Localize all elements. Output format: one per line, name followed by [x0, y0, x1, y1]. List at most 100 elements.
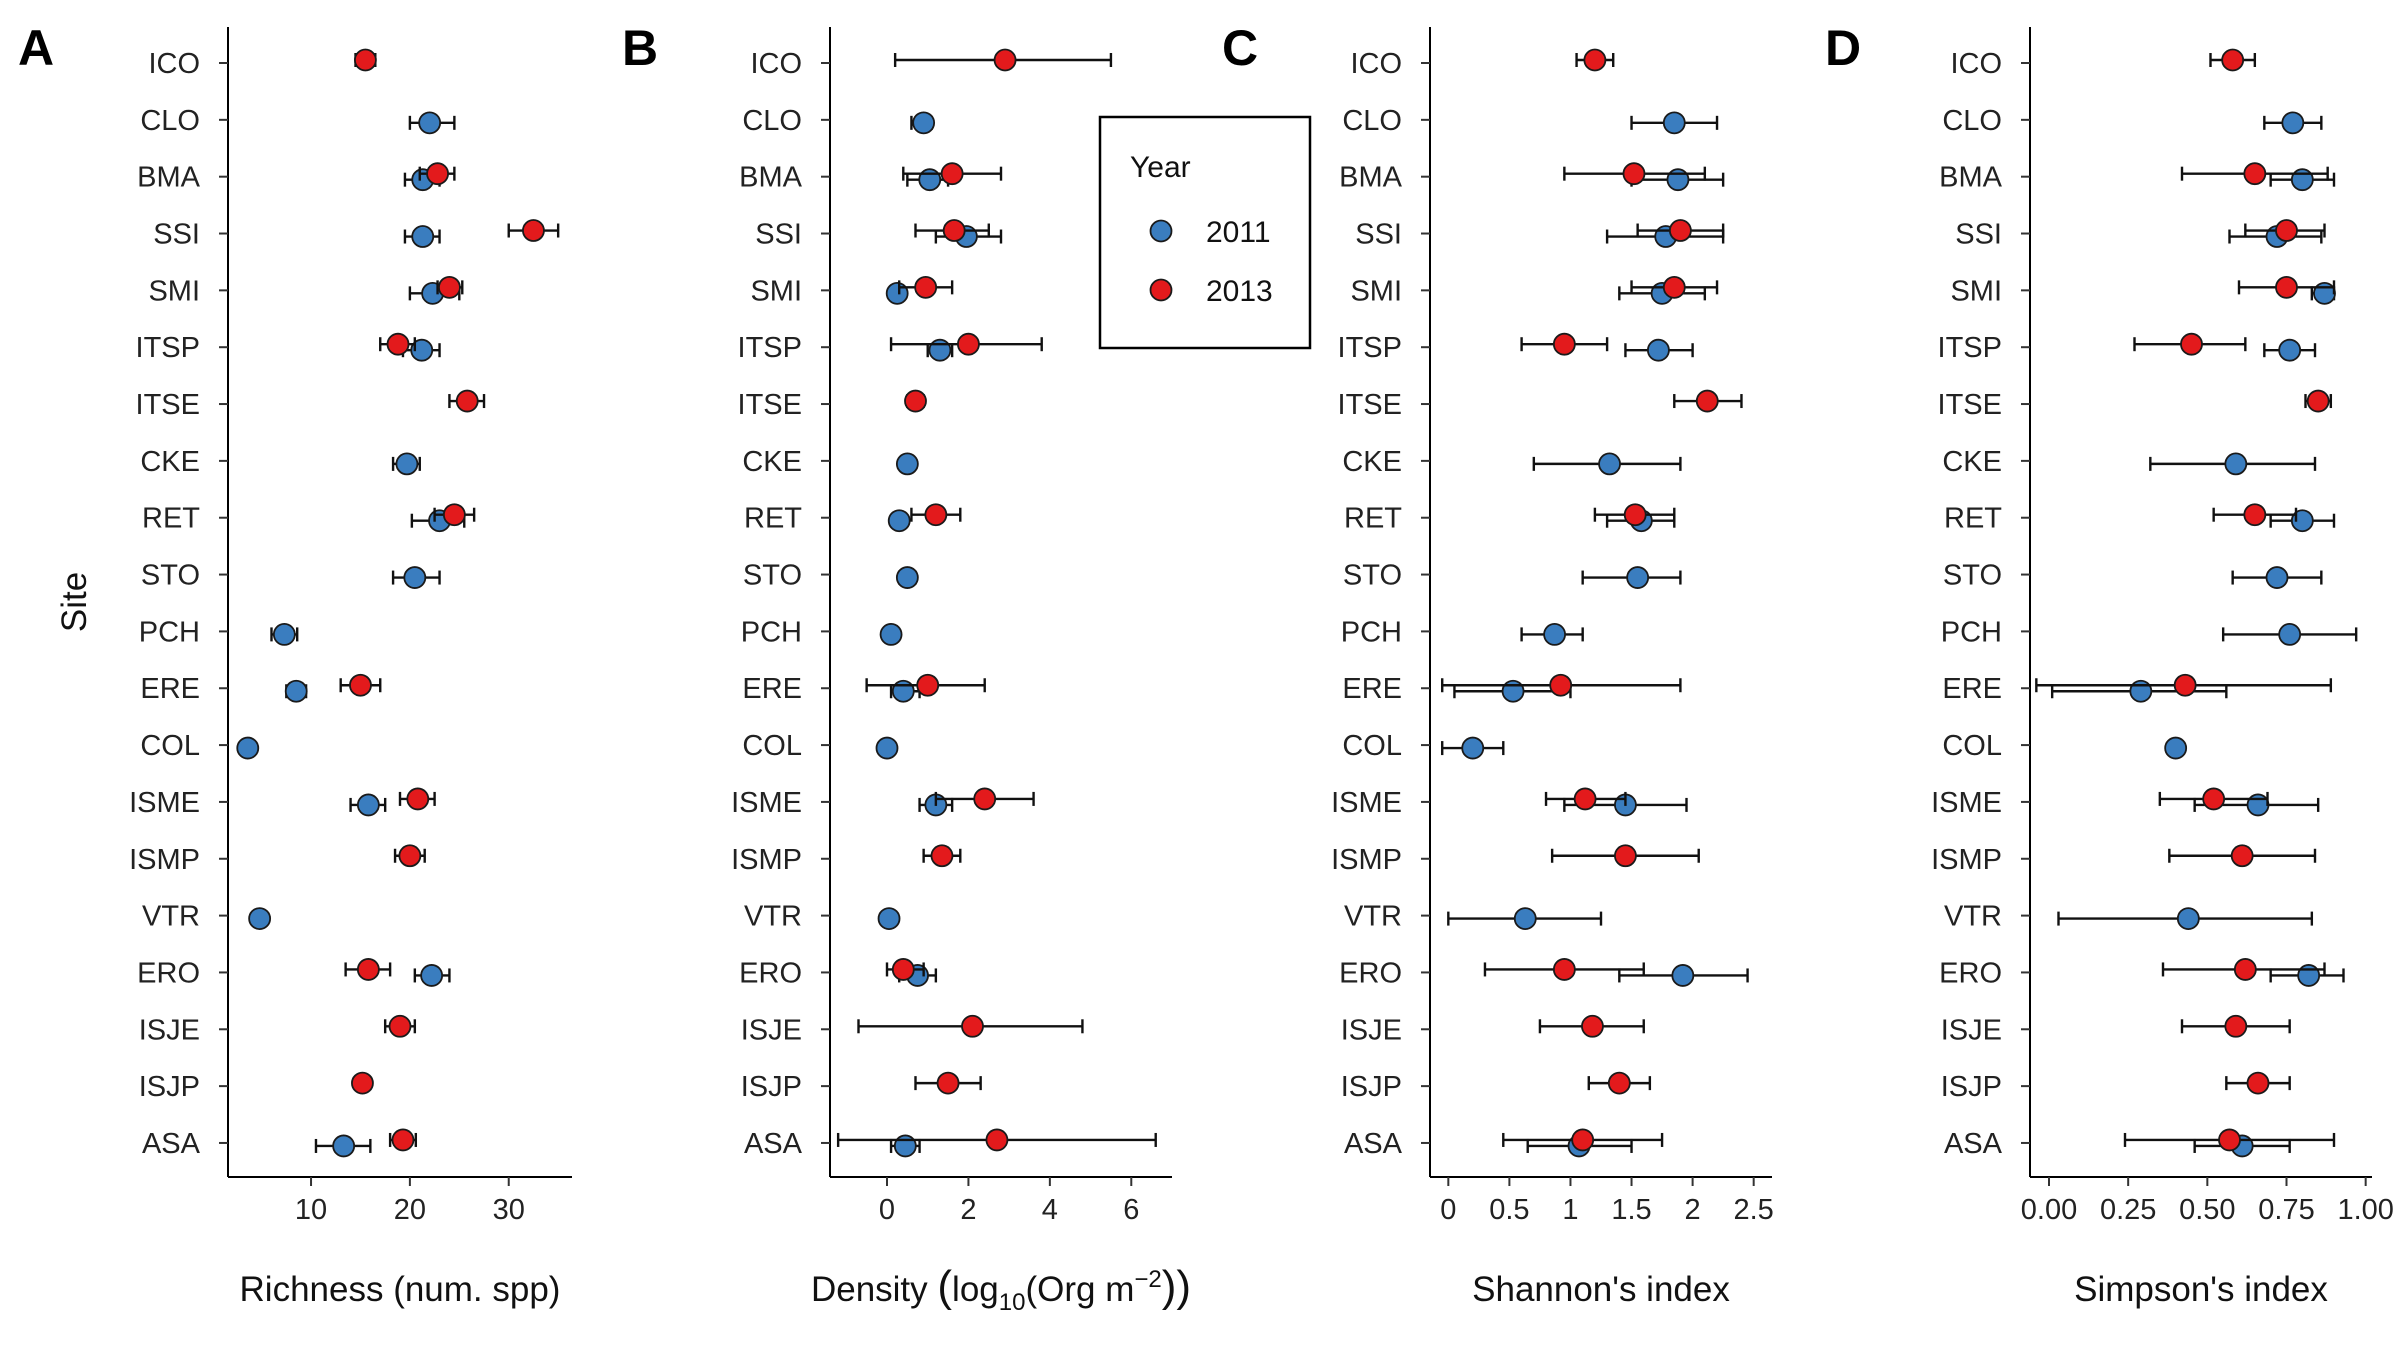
data-point: [1501, 679, 1525, 703]
data-point: [2306, 389, 2330, 413]
x-axis-title: Simpson's index: [2074, 1270, 2328, 1309]
y-tick-label: ASA: [142, 1128, 201, 1160]
data-point: [426, 162, 449, 186]
data-point: [411, 225, 435, 248]
data-point: [973, 787, 997, 811]
legend-label-2011: 2011: [1206, 216, 1271, 249]
data-point: [248, 907, 272, 930]
y-tick-label: ICO: [148, 48, 200, 80]
data-point: [349, 673, 372, 697]
data-point: [2230, 844, 2254, 868]
y-tick-label: BMA: [739, 162, 803, 194]
y-tick-label: ISJE: [139, 1014, 200, 1046]
y-tick-label: VTR: [1344, 901, 1402, 933]
data-point: [936, 1071, 960, 1095]
y-tick-label: ITSE: [1938, 389, 2002, 421]
panel-letter: A: [18, 20, 54, 76]
y-tick-label: ERE: [742, 673, 802, 705]
data-point: [1549, 673, 1573, 697]
data-point: [985, 1128, 1009, 1152]
data-point: [391, 1128, 415, 1152]
y-tick-label: ISME: [129, 787, 200, 819]
y-tick-label: CLO: [140, 105, 200, 137]
data-point: [993, 48, 1017, 72]
data-point: [2275, 275, 2298, 299]
y-tick-label: ASA: [1944, 1128, 2003, 1160]
data-point: [877, 907, 901, 930]
y-tick-label: CLO: [742, 105, 802, 137]
y-tick-label: CKE: [1942, 446, 2002, 478]
y-tick-label: CKE: [742, 446, 802, 478]
data-point: [940, 162, 964, 186]
y-tick-label: ICO: [750, 48, 802, 80]
y-tick-label: CKE: [140, 446, 200, 478]
y-tick-label: ISMP: [1331, 844, 1402, 876]
x-tick-label: 0: [879, 1194, 895, 1226]
y-tick-label: SMI: [148, 275, 200, 307]
y-tick-label: RET: [1344, 503, 1402, 535]
data-point: [2224, 452, 2248, 476]
y-tick-label: ITSP: [1938, 332, 2002, 364]
panel-a: A ICO CLO BMA SSI SMI ITSP ITSE CKE RET STO PCH ERE C…: [18, 20, 572, 1309]
data-point: [928, 338, 952, 362]
data-point: [388, 1014, 412, 1038]
legend-marker-2013: [1149, 278, 1173, 302]
y-tick-label: COL: [742, 730, 802, 762]
y-tick-label: STO: [743, 560, 802, 592]
y-tick-label: STO: [141, 560, 200, 592]
y-tick-label: VTR: [744, 901, 802, 933]
y-tick-label: SSI: [1355, 219, 1402, 251]
legend: Year 2011 2013: [1098, 115, 1312, 350]
y-tick-label: ASA: [1344, 1128, 1403, 1160]
y-tick-label: COL: [140, 730, 200, 762]
y-tick-label: ERO: [739, 957, 802, 989]
y-tick-label: STO: [1943, 560, 2002, 592]
data-point: [942, 219, 966, 242]
x-tick-label: 2: [960, 1194, 976, 1226]
data-point: [236, 736, 260, 760]
x-tick-label: 0.50: [2179, 1194, 2235, 1226]
data-point: [2290, 168, 2314, 192]
x-tick-label: 4: [1042, 1194, 1058, 1226]
data-point: [1552, 332, 1576, 356]
data-point: [961, 1014, 984, 1038]
y-tick-label: ISMP: [129, 844, 200, 876]
y-tick-label: VTR: [142, 901, 200, 933]
data-point: [875, 736, 899, 760]
x-tick-label: 0: [1440, 1194, 1456, 1226]
y-tick-label: PCH: [1941, 616, 2002, 648]
data-point: [2243, 162, 2267, 186]
x-tick-label: 6: [1123, 1194, 1139, 1226]
data-point: [1614, 844, 1637, 868]
y-tick-label: ERO: [1939, 957, 2002, 989]
data-point: [2224, 1014, 2248, 1038]
data-point: [904, 389, 927, 413]
y-tick-label: SMI: [750, 275, 802, 307]
data-point: [2173, 673, 2197, 697]
data-point: [1662, 111, 1686, 135]
data-point: [895, 566, 919, 589]
y-tick-label: SSI: [1955, 219, 2002, 251]
data-point: [1581, 1014, 1604, 1038]
data-point: [957, 332, 980, 356]
data-point: [403, 566, 427, 589]
y-tick-label: SSI: [755, 219, 802, 251]
data-point: [912, 111, 936, 135]
y-tick-label: COL: [1342, 730, 1402, 762]
y-tick-label: ISME: [731, 787, 802, 819]
data-point: [2278, 338, 2302, 362]
data-point: [2129, 679, 2153, 703]
data-point: [356, 958, 380, 981]
y-tick-label: ISJE: [1341, 1014, 1402, 1046]
data-point: [893, 1134, 917, 1158]
data-point: [332, 1134, 356, 1158]
data-point: [891, 958, 915, 981]
y-tick-label: CLO: [1342, 105, 1402, 137]
data-point: [1571, 1128, 1595, 1152]
y-tick-label: ISJE: [1941, 1014, 2002, 1046]
data-point: [398, 844, 422, 868]
data-point: [930, 844, 954, 868]
y-tick-label: CKE: [1342, 446, 1402, 478]
data-point: [1671, 964, 1695, 987]
data-point: [2275, 219, 2298, 242]
